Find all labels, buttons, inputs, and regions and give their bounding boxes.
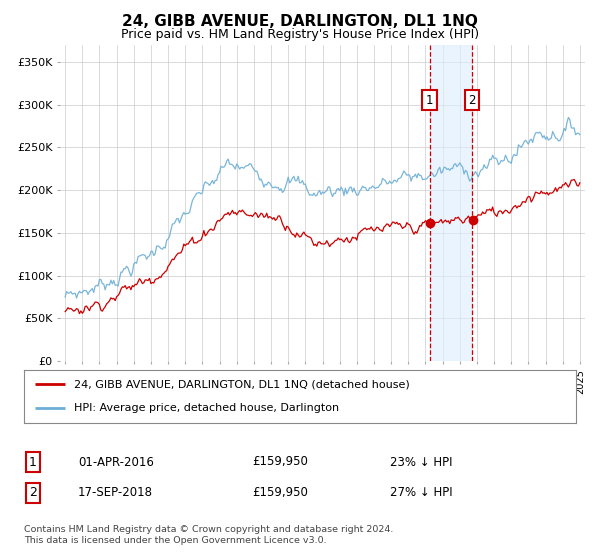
Bar (430, 45, 472, 361)
Text: Contains HM Land Registry data © Crown copyright and database right 2024.
This d: Contains HM Land Registry data © Crown c… (24, 525, 394, 545)
Text: 2: 2 (468, 94, 476, 107)
Text: 1: 1 (29, 455, 37, 469)
Text: 27% ↓ HPI: 27% ↓ HPI (390, 486, 452, 500)
Text: HPI: Average price, detached house, Darlington: HPI: Average price, detached house, Darl… (74, 403, 339, 413)
Text: 01-APR-2016: 01-APR-2016 (78, 455, 154, 469)
Text: 24, GIBB AVENUE, DARLINGTON, DL1 1NQ: 24, GIBB AVENUE, DARLINGTON, DL1 1NQ (122, 14, 478, 29)
Text: Price paid vs. HM Land Registry's House Price Index (HPI): Price paid vs. HM Land Registry's House … (121, 28, 479, 41)
Text: 23% ↓ HPI: 23% ↓ HPI (390, 455, 452, 469)
Text: 24, GIBB AVENUE, DARLINGTON, DL1 1NQ (detached house): 24, GIBB AVENUE, DARLINGTON, DL1 1NQ (de… (74, 380, 409, 390)
Text: £159,950: £159,950 (252, 455, 308, 469)
Text: 2: 2 (29, 486, 37, 500)
Text: 17-SEP-2018: 17-SEP-2018 (78, 486, 153, 500)
Text: 1: 1 (426, 94, 433, 107)
Text: £159,950: £159,950 (252, 486, 308, 500)
